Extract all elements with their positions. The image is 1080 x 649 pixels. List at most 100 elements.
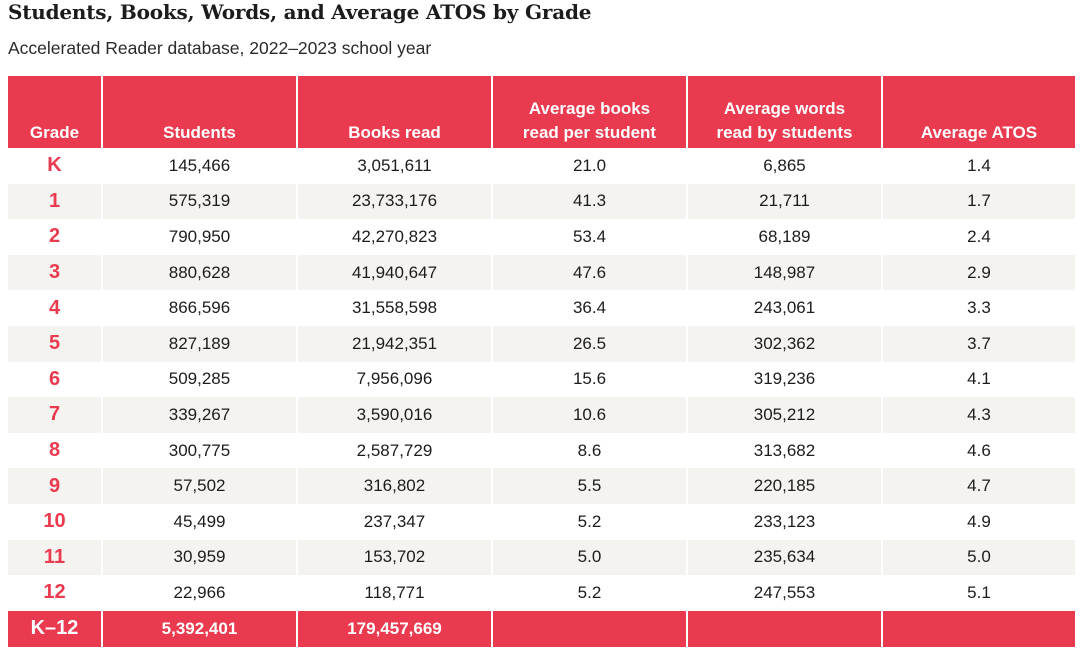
cell-students: 866,596 <box>101 290 297 326</box>
cell-avg-books-per-student: 8.6 <box>491 432 687 469</box>
cell-books-read: 2,587,729 <box>296 432 492 469</box>
cell-avg-atos: 4.3 <box>881 397 1075 433</box>
cell-avg-words-by-students: 313,682 <box>686 432 882 469</box>
cell-students: 509,285 <box>101 361 297 398</box>
cell-avg-atos: 4.9 <box>881 503 1075 540</box>
table-row: 2 790,950 42,270,823 53.4 68,189 2.4 <box>8 219 1075 255</box>
cell-avg-books-per-student: 5.2 <box>491 575 687 611</box>
table-row: 6 509,285 7,956,096 15.6 319,236 4.1 <box>8 361 1075 398</box>
column-header-grade: Grade <box>8 76 102 148</box>
cell-students: 790,950 <box>101 219 297 255</box>
cell-students: 575,319 <box>101 183 297 220</box>
cell-avg-words-by-students: 148,987 <box>686 254 882 291</box>
grade-cell: 12 <box>43 581 66 604</box>
cell-avg-atos: 3.7 <box>881 325 1075 362</box>
cell-avg-atos: 2.4 <box>881 219 1075 255</box>
table-row: 4 866,596 31,558,598 36.4 243,061 3.3 <box>8 290 1075 326</box>
total-cell-avg-books-per-student <box>491 610 687 647</box>
cell-books-read: 3,051,611 <box>296 148 492 184</box>
cell-avg-words-by-students: 68,189 <box>686 219 882 255</box>
table-row: 8 300,775 2,587,729 8.6 313,682 4.6 <box>8 432 1075 469</box>
cell-books-read: 41,940,647 <box>296 254 492 291</box>
cell-students: 45,499 <box>101 503 297 540</box>
grade-cell: 10 <box>43 510 66 533</box>
cell-books-read: 3,590,016 <box>296 397 492 433</box>
grade-cell: 5 <box>8 325 102 362</box>
cell-students: 57,502 <box>101 468 297 504</box>
cell-avg-atos: 1.7 <box>881 183 1075 220</box>
cell-avg-books-per-student: 41.3 <box>491 183 687 220</box>
cell-avg-books-per-student: 5.5 <box>491 468 687 504</box>
cell-students: 827,189 <box>101 325 297 362</box>
column-header-text: read per student <box>522 123 657 142</box>
cell-avg-words-by-students: 21,711 <box>686 183 882 220</box>
total-row: K–12 5,392,401 179,457,669 <box>8 610 1075 647</box>
column-header-text: Students <box>163 123 236 142</box>
cell-avg-words-by-students: 243,061 <box>686 290 882 326</box>
cell-students: 339,267 <box>101 397 297 433</box>
cell-avg-books-per-student: 10.6 <box>491 397 687 433</box>
column-header-avg-atos: Average ATOS <box>881 76 1075 148</box>
table-row: 12 22,966 118,771 5.2 247,553 5.1 <box>8 575 1075 611</box>
table-row: 11 30,959 153,702 5.0 235,634 5.0 <box>8 539 1075 576</box>
grade-stats-table: Grade Students Books read Average books read… <box>8 76 1075 647</box>
cell-students: 300,775 <box>101 432 297 469</box>
table-row: 3 880,628 41,940,647 47.6 148,987 2.9 <box>8 254 1075 291</box>
cell-students: 880,628 <box>101 254 297 291</box>
column-header-avg-books-per-student: Average books read per student <box>491 76 687 148</box>
cell-avg-books-per-student: 53.4 <box>491 219 687 255</box>
grade-cell: 11 <box>8 539 102 576</box>
column-header-students: Students <box>101 76 297 148</box>
total-cell-grade: K–12 <box>8 610 102 647</box>
page-title: Students, Books, Words, and Average ATOS… <box>8 0 592 24</box>
column-header-avg-words-by-students: Average words read by students <box>686 76 882 148</box>
total-cell-students: 5,392,401 <box>101 610 297 647</box>
cell-avg-atos: 4.7 <box>881 468 1075 504</box>
table-row: 7 339,267 3,590,016 10.6 305,212 4.3 <box>8 397 1075 433</box>
table-row: 5 827,189 21,942,351 26.5 302,362 3.7 <box>8 325 1075 362</box>
cell-avg-words-by-students: 235,634 <box>686 539 882 576</box>
table-row: 9 57,502 316,802 5.5 220,185 4.7 <box>8 468 1075 504</box>
table-row: 10 45,499 237,347 5.2 233,123 4.9 <box>8 503 1075 540</box>
column-header-text: Books read <box>348 123 441 142</box>
cell-avg-atos: 5.1 <box>881 575 1075 611</box>
cell-avg-books-per-student: 5.2 <box>491 503 687 540</box>
table-header: Grade Students Books read Average books read… <box>8 76 1075 148</box>
column-header-text: Average books <box>528 99 651 118</box>
column-header-books-read: Books read <box>296 76 492 148</box>
cell-books-read: 316,802 <box>296 468 492 504</box>
table-row: 1 575,319 23,733,176 41.3 21,711 1.7 <box>8 183 1075 220</box>
cell-avg-words-by-students: 247,553 <box>686 575 882 611</box>
table-footer: K–12 5,392,401 179,457,669 <box>8 610 1075 647</box>
grade-cell: 7 <box>8 397 102 433</box>
header-row: Grade Students Books read Average books read… <box>8 76 1075 148</box>
grade-cell: K <box>47 154 62 177</box>
cell-avg-atos: 3.3 <box>881 290 1075 326</box>
total-cell-avg-atos <box>881 610 1075 647</box>
grade-cell: 9 <box>8 468 102 504</box>
cell-avg-words-by-students: 305,212 <box>686 397 882 433</box>
cell-avg-books-per-student: 5.0 <box>491 539 687 576</box>
page-subtitle: Accelerated Reader database, 2022–2023 s… <box>8 38 432 58</box>
cell-books-read: 237,347 <box>296 503 492 540</box>
cell-students: 145,466 <box>101 148 297 184</box>
table-body: K 145,466 3,051,611 21.0 6,865 1.4 1 575,319 23,… <box>8 148 1075 611</box>
cell-books-read: 42,270,823 <box>296 219 492 255</box>
cell-avg-atos: 1.4 <box>881 148 1075 184</box>
table-row: K 145,466 3,051,611 21.0 6,865 1.4 <box>8 148 1075 184</box>
grade-cell: 8 <box>48 439 61 462</box>
cell-students: 22,966 <box>101 575 297 611</box>
cell-avg-atos: 4.1 <box>881 361 1075 398</box>
cell-avg-atos: 2.9 <box>881 254 1075 291</box>
cell-avg-books-per-student: 21.0 <box>491 148 687 184</box>
column-header-text: Grade <box>29 123 80 142</box>
cell-avg-words-by-students: 319,236 <box>686 361 882 398</box>
cell-books-read: 153,702 <box>296 539 492 576</box>
cell-books-read: 118,771 <box>296 575 492 611</box>
cell-avg-words-by-students: 302,362 <box>686 325 882 362</box>
cell-avg-words-by-students: 220,185 <box>686 468 882 504</box>
cell-books-read: 7,956,096 <box>296 361 492 398</box>
cell-avg-books-per-student: 15.6 <box>491 361 687 398</box>
grade-cell: 3 <box>8 254 102 291</box>
grade-cell: 1 <box>8 183 102 220</box>
